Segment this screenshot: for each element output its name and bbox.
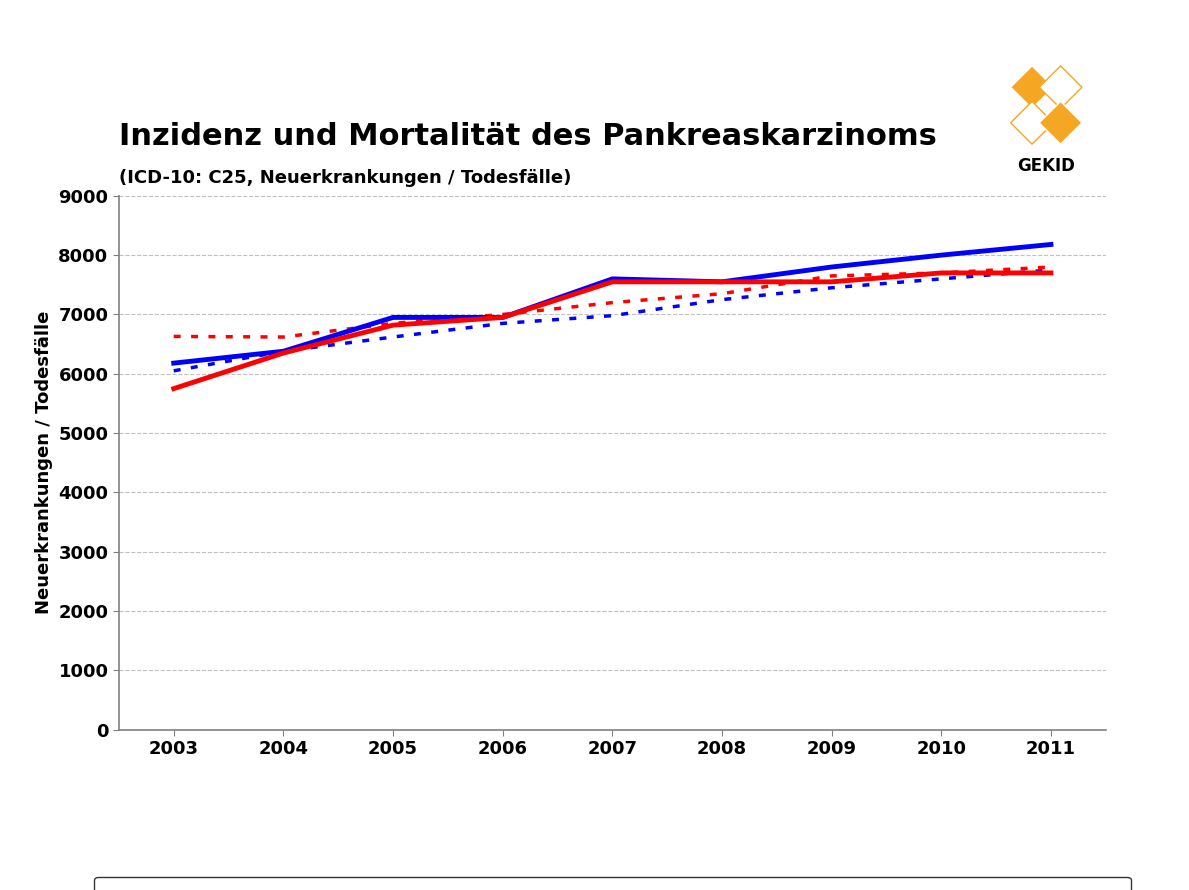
Legend: Inzidenz Männer, Inzidenz Frauen, Mortalität Männer, Mortalität Frauen: Inzidenz Männer, Inzidenz Frauen, Mortal… <box>94 877 1131 890</box>
Y-axis label: Neuerkrankungen / Todesfälle: Neuerkrankungen / Todesfälle <box>34 312 52 614</box>
Polygon shape <box>1011 66 1053 109</box>
Text: (ICD-10: C25, Neuerkrankungen / Todesfälle): (ICD-10: C25, Neuerkrankungen / Todesfäl… <box>119 169 571 187</box>
Polygon shape <box>1039 66 1082 109</box>
Polygon shape <box>1039 101 1082 144</box>
Polygon shape <box>1011 101 1053 144</box>
Text: Inzidenz und Mortalität des Pankreaskarzinoms: Inzidenz und Mortalität des Pankreaskarz… <box>119 122 937 151</box>
Text: GEKID: GEKID <box>1018 157 1075 174</box>
